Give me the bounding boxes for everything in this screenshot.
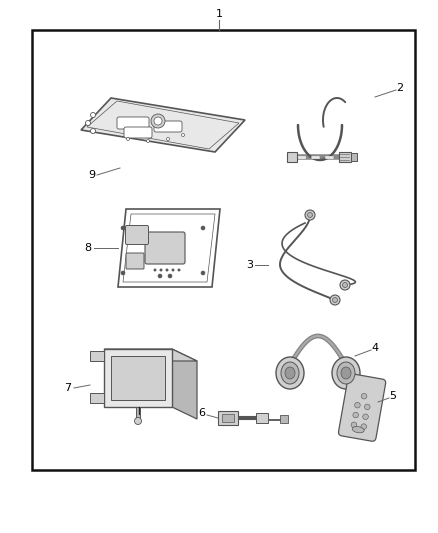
FancyBboxPatch shape bbox=[145, 232, 185, 264]
Circle shape bbox=[363, 414, 368, 419]
Text: 6: 6 bbox=[198, 408, 205, 418]
Polygon shape bbox=[104, 349, 197, 361]
Circle shape bbox=[151, 114, 165, 128]
FancyBboxPatch shape bbox=[154, 121, 182, 132]
Circle shape bbox=[160, 269, 162, 271]
Polygon shape bbox=[118, 209, 220, 287]
Circle shape bbox=[121, 271, 125, 275]
Circle shape bbox=[172, 269, 174, 271]
Circle shape bbox=[332, 297, 338, 303]
Text: 8: 8 bbox=[85, 243, 92, 253]
Circle shape bbox=[166, 269, 168, 271]
Circle shape bbox=[134, 417, 141, 424]
Circle shape bbox=[343, 282, 347, 287]
Circle shape bbox=[91, 128, 95, 133]
Bar bbox=[339, 152, 351, 162]
Circle shape bbox=[166, 138, 170, 141]
Bar bbox=[222, 414, 234, 422]
Circle shape bbox=[154, 117, 162, 125]
Ellipse shape bbox=[352, 426, 364, 433]
Bar bbox=[256, 413, 268, 423]
Circle shape bbox=[305, 210, 315, 220]
Ellipse shape bbox=[276, 357, 304, 389]
Circle shape bbox=[158, 274, 162, 278]
Ellipse shape bbox=[281, 362, 299, 384]
Text: 3: 3 bbox=[247, 260, 254, 270]
Bar bbox=[111, 356, 165, 400]
Circle shape bbox=[146, 140, 149, 142]
Text: 5: 5 bbox=[389, 391, 396, 401]
Circle shape bbox=[85, 120, 91, 125]
FancyBboxPatch shape bbox=[126, 253, 144, 269]
Circle shape bbox=[361, 393, 367, 399]
Circle shape bbox=[154, 269, 156, 271]
Bar bbox=[136, 407, 140, 421]
Circle shape bbox=[307, 213, 312, 217]
Circle shape bbox=[351, 422, 357, 427]
Circle shape bbox=[201, 226, 205, 230]
Circle shape bbox=[168, 274, 172, 278]
Circle shape bbox=[127, 138, 130, 141]
Bar bbox=[90, 393, 104, 403]
Text: l: l bbox=[137, 407, 139, 417]
Circle shape bbox=[201, 271, 205, 275]
Circle shape bbox=[121, 226, 125, 230]
Text: 7: 7 bbox=[64, 383, 71, 393]
Text: 1: 1 bbox=[215, 9, 223, 19]
Ellipse shape bbox=[332, 357, 360, 389]
Text: 2: 2 bbox=[396, 83, 403, 93]
FancyBboxPatch shape bbox=[339, 374, 386, 441]
Polygon shape bbox=[104, 349, 172, 407]
Polygon shape bbox=[81, 98, 245, 152]
Circle shape bbox=[355, 402, 360, 408]
Circle shape bbox=[330, 295, 340, 305]
FancyBboxPatch shape bbox=[124, 127, 152, 138]
Circle shape bbox=[181, 133, 184, 136]
Bar bbox=[218, 411, 238, 425]
Circle shape bbox=[91, 112, 95, 117]
Ellipse shape bbox=[337, 362, 355, 384]
Circle shape bbox=[364, 404, 370, 410]
Bar bbox=[287, 152, 297, 162]
Bar bbox=[90, 351, 104, 361]
Text: 9: 9 bbox=[88, 170, 95, 180]
Text: 4: 4 bbox=[371, 343, 378, 353]
Ellipse shape bbox=[341, 367, 351, 379]
Circle shape bbox=[361, 424, 367, 430]
Circle shape bbox=[178, 269, 180, 271]
FancyBboxPatch shape bbox=[117, 117, 149, 129]
Circle shape bbox=[340, 280, 350, 290]
Bar bbox=[32, 30, 415, 470]
Ellipse shape bbox=[285, 367, 295, 379]
Circle shape bbox=[353, 412, 358, 418]
Polygon shape bbox=[172, 349, 197, 419]
FancyBboxPatch shape bbox=[126, 225, 148, 245]
Bar bbox=[280, 415, 288, 423]
Bar bbox=[351, 153, 357, 161]
